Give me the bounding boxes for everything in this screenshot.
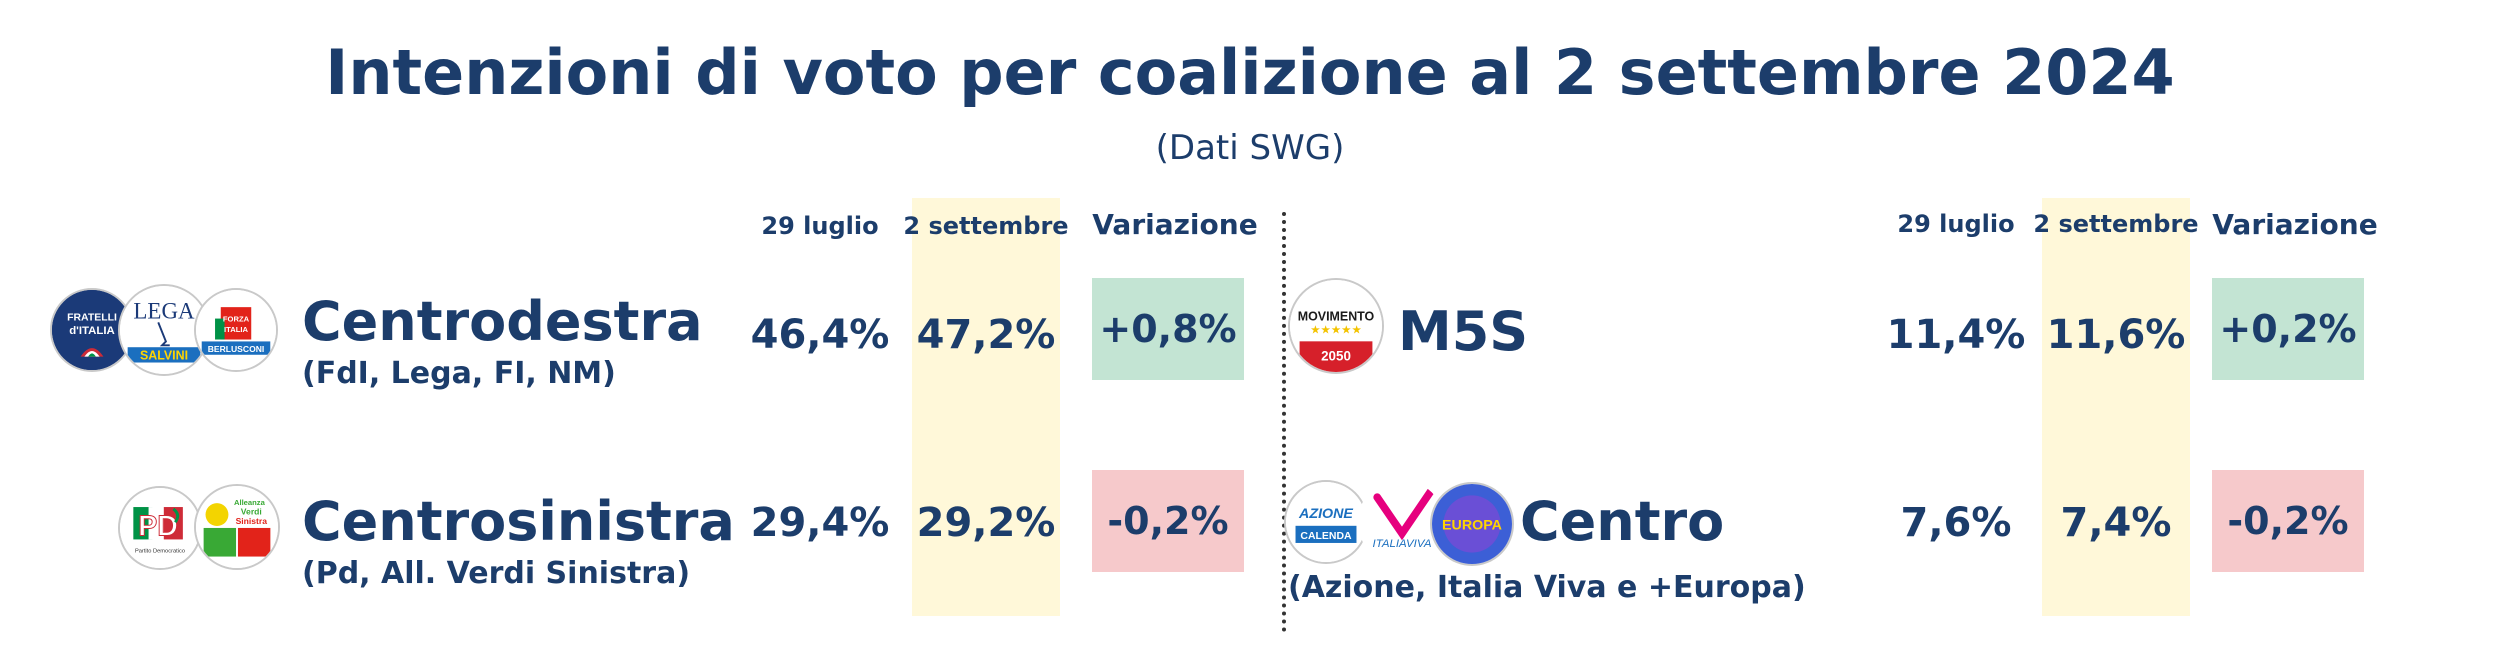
right-current-column-highlight — [2042, 198, 2190, 616]
m5s-text: MOVIMENTO — [1298, 309, 1375, 323]
lega-logo-icon: LEGA SALVINI — [118, 284, 210, 376]
row-name-m5s: M5S — [1398, 300, 1529, 363]
italia-viva-logo-icon: ITALIAVIVA — [1358, 478, 1446, 566]
piu-europa-logo-icon: EUROPA — [1430, 482, 1514, 566]
right-header-prev: 29 luglio — [1897, 210, 2015, 238]
lega-text: LEGA — [133, 299, 195, 324]
row-curr-centro: 7,4% — [2060, 500, 2172, 546]
row-var-centrosinistra: -0,2% — [1092, 470, 1244, 572]
left-header-curr: 2 settembre — [903, 212, 1069, 240]
row-prev-centro: 7,6% — [1900, 500, 2012, 546]
europa-text: EUROPA — [1442, 518, 1502, 534]
svg-text:Verdi: Verdi — [241, 507, 262, 517]
right-header-curr: 2 settembre — [2033, 210, 2199, 238]
m5s-sub-text: 2050 — [1321, 349, 1351, 364]
svg-text:★★★★★: ★★★★★ — [1310, 323, 1362, 337]
row-curr-m5s: 11,6% — [2046, 312, 2186, 358]
row-detail-centro: (Azione, Italia Viva e +Europa) — [1288, 570, 1806, 605]
svg-text:FORZA: FORZA — [223, 314, 250, 323]
chart-title: Intenzioni di voto per coalizione al 2 s… — [325, 36, 2175, 109]
column-divider — [1282, 212, 1286, 632]
azione-text: AZIONE — [1298, 506, 1353, 522]
row-prev-centrosinistra: 29,4% — [750, 500, 890, 546]
svg-text:FRATELLI: FRATELLI — [67, 312, 117, 323]
left-current-column-highlight — [912, 198, 1060, 616]
row-var-centrodestra: +0,8% — [1092, 278, 1244, 380]
fi-sub-text: BERLUSCONI — [208, 344, 265, 354]
pd-text: PD — [138, 511, 178, 543]
row-detail-centrodestra: (FdI, Lega, FI, NM) — [302, 356, 616, 391]
row-detail-centrosinistra: (Pd, All. Verdi Sinistra) — [302, 556, 691, 591]
azione-sub-text: CALENDA — [1300, 531, 1352, 542]
svg-text:Partito Democratico: Partito Democratico — [135, 549, 185, 555]
row-curr-centrodestra: 47,2% — [916, 312, 1056, 358]
azione-logo-icon: AZIONE CALENDA — [1284, 480, 1368, 564]
row-name-centrosinistra: Centrosinistra — [302, 490, 735, 553]
left-header-prev: 29 luglio — [761, 212, 879, 240]
avs-logo-icon: Alleanza Verdi Sinistra — [194, 484, 280, 570]
row-var-centro: -0,2% — [2212, 470, 2364, 572]
row-prev-centrodestra: 46,4% — [750, 312, 890, 358]
row-prev-m5s: 11,4% — [1886, 312, 2026, 358]
chart-subtitle: (Dati SWG) — [1155, 128, 1345, 168]
lega-sub-text: SALVINI — [140, 349, 188, 363]
row-name-centro: Centro — [1520, 490, 1725, 553]
right-header-var: Variazione — [2212, 208, 2378, 241]
row-name-centrodestra: Centrodestra — [302, 290, 703, 353]
left-header-var: Variazione — [1092, 208, 1258, 241]
svg-text:Sinistra: Sinistra — [236, 516, 268, 526]
pd-logo-icon: PD Partito Democratico — [118, 486, 202, 570]
iv-text: ITALIAVIVA — [1373, 538, 1432, 550]
forza-italia-logo-icon: FORZA ITALIA BERLUSCONI — [194, 288, 278, 372]
svg-text:d'ITALIA: d'ITALIA — [69, 325, 115, 337]
row-var-m5s: +0,2% — [2212, 278, 2364, 380]
svg-text:Alleanza: Alleanza — [234, 498, 266, 507]
row-curr-centrosinistra: 29,2% — [916, 500, 1056, 546]
m5s-logo-icon: MOVIMENTO ★★★★★ 2050 — [1288, 278, 1384, 374]
svg-text:ITALIA: ITALIA — [224, 325, 248, 334]
